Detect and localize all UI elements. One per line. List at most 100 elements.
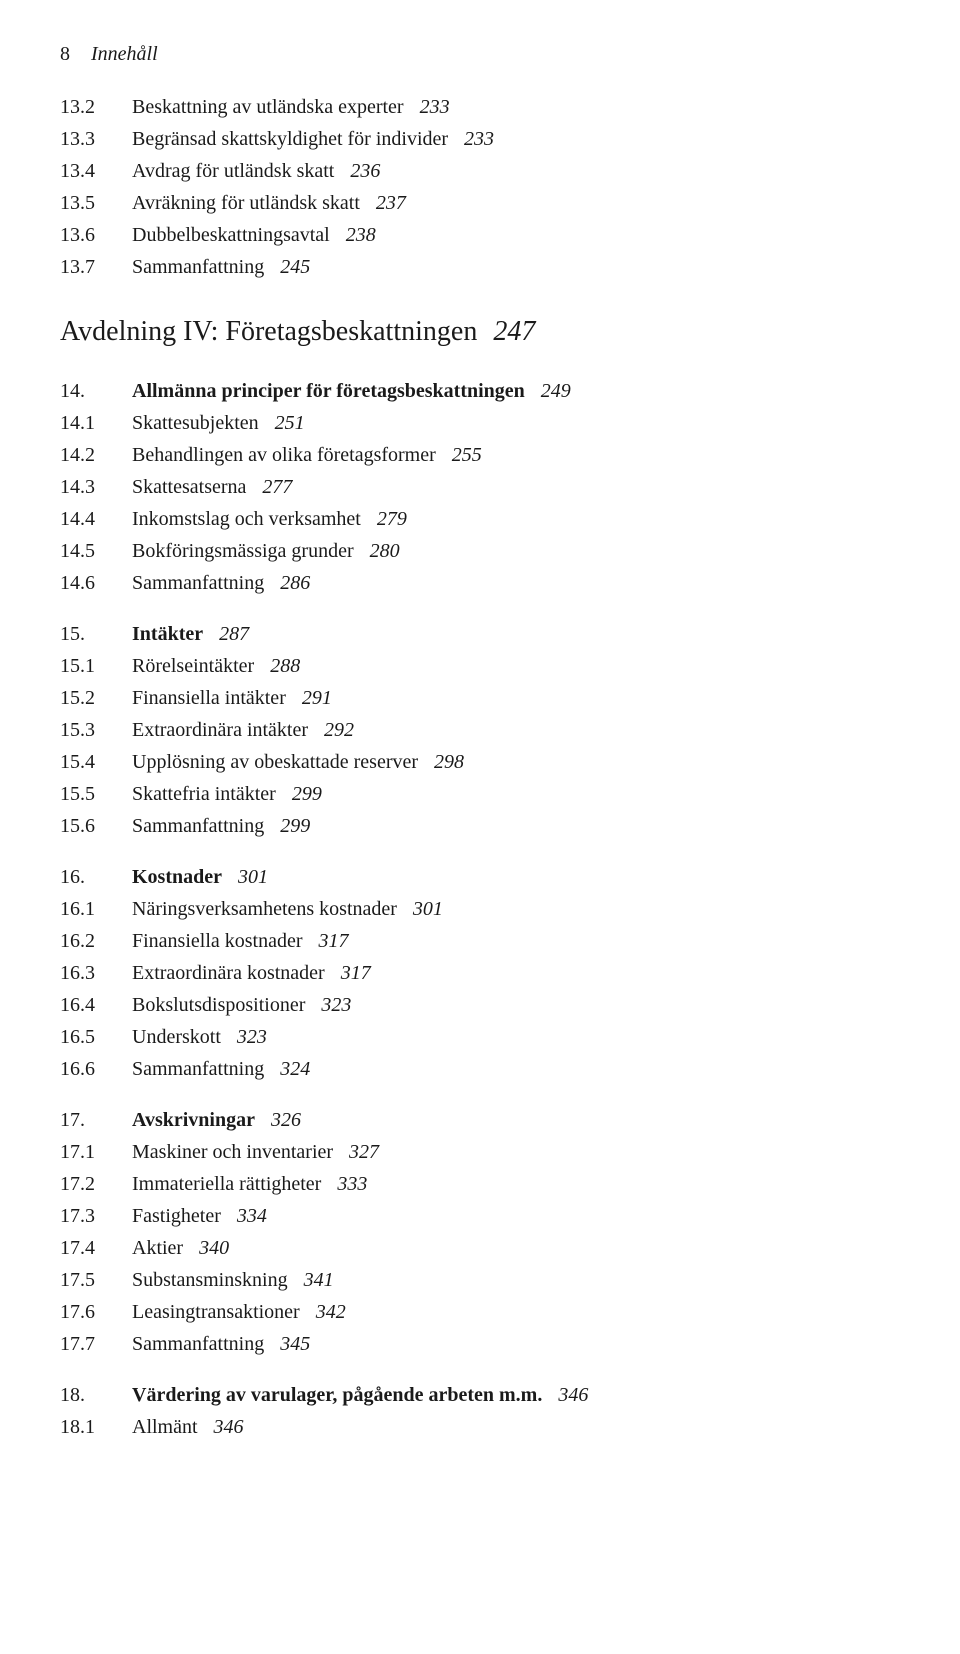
entry-page: 345 <box>280 1333 310 1355</box>
toc-entry: 13.5Avräkning för utländsk skatt237 <box>60 189 900 218</box>
toc-entry: 14.3 Skattesatserna 277 <box>60 473 900 502</box>
entry-number: 15.6 <box>60 812 112 841</box>
entry-page: 298 <box>434 751 464 773</box>
entry-text: Substansminskning341 <box>132 1266 900 1295</box>
toc-section: 16. Kostnader301 16.1 Näringsverksamhetens … <box>60 863 900 1084</box>
entry-label: Maskiner och inventarier <box>132 1141 333 1163</box>
entry-page: 238 <box>346 224 376 246</box>
toc-entry: 14.6Sammanfattning286 <box>60 569 900 598</box>
entry-number: 17.5 <box>60 1266 112 1295</box>
entry-label: Avdrag för utländsk skatt <box>132 160 334 182</box>
entry-number: 14.4 <box>60 505 112 534</box>
entry-label: Sammanfattning <box>132 1058 264 1080</box>
entry-number: 17. <box>60 1106 112 1135</box>
entry-label: Behandlingen av olika företagsformer <box>132 444 436 466</box>
entry-label: Näringsverksamhetens kostnader <box>132 898 397 920</box>
entry-page: 277 <box>262 476 292 498</box>
toc-entry: 14.2Behandlingen av olika företagsformer… <box>60 441 900 470</box>
entry-text: Sammanfattning286 <box>132 569 900 598</box>
toc-entry: 15.5Skattefria intäkter299 <box>60 780 900 809</box>
entry-text: Avräkning för utländsk skatt237 <box>132 189 900 218</box>
entry-number: 13.7 <box>60 253 112 282</box>
toc-entry: 17.7Sammanfattning345 <box>60 1330 900 1359</box>
entry-text: Beskattning av utländska experter233 <box>132 93 900 122</box>
entry-text: Allmänt346 <box>132 1413 900 1442</box>
toc-entry: 15.1Rörelseintäkter288 <box>60 652 900 681</box>
entry-number: 16.1 <box>60 895 112 924</box>
division-title: Avdelning IV: Företagsbeskattningen247 <box>60 312 900 353</box>
entry-label: Substansminskning <box>132 1269 288 1291</box>
toc-entry: 15.Intäkter287 <box>60 620 900 649</box>
toc-entry: 15.4Upplösning av obeskattade reserver29… <box>60 748 900 777</box>
toc-entry: 17.4Aktier340 <box>60 1234 900 1263</box>
entry-number: 16.3 <box>60 959 112 988</box>
entry-label: Skattefria intäkter <box>132 783 276 805</box>
toc-entry: 17.2Immateriella rättigheter333 <box>60 1170 900 1199</box>
entry-label: Begränsad skattskyldighet för individer <box>132 128 448 150</box>
entry-number: 15.3 <box>60 716 112 745</box>
toc-entry: 16. Kostnader301 <box>60 863 900 892</box>
entry-page: 301 <box>238 866 268 888</box>
entry-label: Skattesatserna <box>132 476 246 498</box>
entry-text: Sammanfattning299 <box>132 812 900 841</box>
entry-number: 15.1 <box>60 652 112 681</box>
entry-page: 251 <box>275 412 305 434</box>
entry-label: Bokföringsmässiga grunder <box>132 540 354 562</box>
entry-label: Rörelseintäkter <box>132 655 254 677</box>
entry-label: Avskrivningar <box>132 1109 255 1131</box>
entry-label: Bokslutsdispositioner <box>132 994 305 1016</box>
toc-entry: 16.2Finansiella kostnader317 <box>60 927 900 956</box>
toc-entry: 17.6Leasingtransaktioner342 <box>60 1298 900 1327</box>
entry-number: 16. <box>60 863 112 892</box>
entry-text: Extraordinära intäkter292 <box>132 716 900 745</box>
entry-number: 16.4 <box>60 991 112 1020</box>
entry-label: Extraordinära kostnader <box>132 962 325 984</box>
toc-section: 18.Värdering av varulager, pågående arbe… <box>60 1381 900 1442</box>
entry-text: Finansiella kostnader317 <box>132 927 900 956</box>
toc-entry: 13.6Dubbelbeskattningsavtal238 <box>60 221 900 250</box>
entry-text: Värdering av varulager, pågående arbeten… <box>132 1381 900 1410</box>
entry-number: 17.3 <box>60 1202 112 1231</box>
toc-section: 13.2Beskattning av utländska experter233… <box>60 93 900 282</box>
toc-entry: 13.7Sammanfattning245 <box>60 253 900 282</box>
entry-text: Sammanfattning324 <box>132 1055 900 1084</box>
entry-page: 346 <box>214 1416 244 1438</box>
entry-page: 286 <box>280 572 310 594</box>
entry-text: Skattesubjekten251 <box>132 409 900 438</box>
entry-number: 14.3 <box>60 473 112 502</box>
entry-text: Extraordinära kostnader317 <box>132 959 900 988</box>
entry-number: 14.1 <box>60 409 112 438</box>
entry-text: Fastigheter334 <box>132 1202 900 1231</box>
entry-page: 301 <box>413 898 443 920</box>
toc-entry: 13.3Begränsad skattskyldighet för indivi… <box>60 125 900 154</box>
entry-number: 18.1 <box>60 1413 112 1442</box>
entry-page: 299 <box>280 815 310 837</box>
entry-text: Begränsad skattskyldighet för individer 2… <box>132 125 900 154</box>
division-page: 247 <box>493 316 535 347</box>
page-header: 8 Innehåll <box>60 40 900 69</box>
entry-text: Dubbelbeskattningsavtal238 <box>132 221 900 250</box>
toc-entry: 16.1 Näringsverksamhetens kostnader 301 <box>60 895 900 924</box>
entry-page: 233 <box>464 128 494 150</box>
entry-page: 279 <box>377 508 407 530</box>
entry-number: 14.5 <box>60 537 112 566</box>
entry-page: 255 <box>452 444 482 466</box>
toc-entry: 16.5Underskott323 <box>60 1023 900 1052</box>
entry-text: Bokslutsdispositioner323 <box>132 991 900 1020</box>
entry-page: 340 <box>199 1237 229 1259</box>
entry-text: Kostnader301 <box>132 863 900 892</box>
toc-entry: 16.6Sammanfattning324 <box>60 1055 900 1084</box>
entry-text: Skattefria intäkter299 <box>132 780 900 809</box>
entry-label: Finansiella kostnader <box>132 930 303 952</box>
entry-page: 342 <box>316 1301 346 1323</box>
entry-text: Bokföringsmässiga grunder280 <box>132 537 900 566</box>
entry-number: 17.2 <box>60 1170 112 1199</box>
entry-page: 233 <box>420 96 450 118</box>
toc-entry: 16.3 Extraordinära kostnader317 <box>60 959 900 988</box>
toc-entry: 17.Avskrivningar326 <box>60 1106 900 1135</box>
entry-page: 291 <box>302 687 332 709</box>
entry-number: 15.2 <box>60 684 112 713</box>
toc-entry: 14.5 Bokföringsmässiga grunder280 <box>60 537 900 566</box>
toc-section: 15.Intäkter28715.1Rörelseintäkter28815.2… <box>60 620 900 841</box>
entry-number: 17.1 <box>60 1138 112 1167</box>
